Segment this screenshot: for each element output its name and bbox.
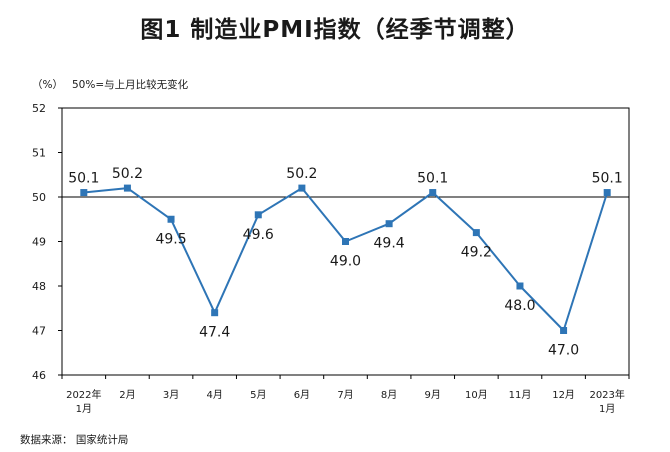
data-label: 49.5 — [155, 231, 186, 247]
source-label: 数据来源： 国家统计局 — [20, 434, 129, 446]
data-label: 50.1 — [417, 171, 448, 187]
data-point-marker — [254, 211, 262, 219]
y-tick-label: 47 — [32, 325, 46, 338]
data-label: 49.4 — [374, 236, 405, 252]
data-point-marker — [472, 229, 480, 237]
data-point-marker — [342, 238, 349, 245]
data-label: 49.0 — [330, 254, 361, 270]
y-tick-label: 48 — [32, 280, 46, 293]
x-tick-label: 2022年 — [66, 388, 101, 401]
x-tick-label: 7月 — [337, 389, 353, 401]
reference-note: 50%=与上月比较无变化 — [72, 79, 189, 91]
x-tick-label: 6月 — [294, 389, 310, 401]
x-tick-label: 2023年 — [589, 388, 624, 401]
x-tick-label: 11月 — [509, 389, 532, 401]
x-tick-label: 2月 — [119, 389, 135, 401]
data-point-marker — [603, 189, 611, 197]
y-tick-label: 49 — [32, 236, 46, 249]
data-label: 47.0 — [548, 343, 579, 359]
x-tick-label: 3月 — [163, 389, 179, 401]
y-tick-label: 51 — [32, 147, 46, 160]
data-point-marker — [298, 184, 306, 192]
data-label: 50.1 — [592, 171, 623, 187]
y-axis-unit-label: （%） — [32, 79, 63, 91]
x-tick-label: 8月 — [381, 389, 397, 401]
x-tick-label: 1月 — [599, 403, 615, 415]
data-label: 50.2 — [286, 166, 317, 182]
y-tick-label: 50 — [32, 191, 46, 204]
x-tick-label: 12月 — [552, 389, 575, 401]
x-tick-label: 10月 — [465, 389, 488, 401]
x-tick-label: 5月 — [250, 389, 266, 401]
x-tick-label: 4月 — [206, 389, 222, 401]
data-label: 49.6 — [243, 227, 274, 243]
data-point-marker — [516, 282, 524, 290]
data-point-marker — [123, 184, 131, 192]
data-point-marker — [429, 189, 437, 197]
data-point-marker — [385, 220, 393, 228]
chart-title: 图1 制造业PMI指数（经季节调整） — [140, 17, 530, 43]
data-label: 48.0 — [504, 298, 535, 314]
x-tick-label: 9月 — [425, 389, 441, 401]
x-tick-label: 1月 — [76, 403, 92, 415]
data-point-marker — [167, 215, 175, 223]
data-label: 49.2 — [461, 245, 492, 261]
data-point-marker — [211, 309, 219, 317]
y-tick-label: 52 — [32, 102, 46, 115]
y-tick-label: 46 — [32, 369, 46, 382]
data-point-marker — [560, 327, 568, 334]
data-point-marker — [80, 189, 88, 197]
data-label: 47.4 — [199, 325, 230, 341]
data-label: 50.2 — [112, 166, 143, 182]
data-label: 50.1 — [68, 171, 99, 187]
